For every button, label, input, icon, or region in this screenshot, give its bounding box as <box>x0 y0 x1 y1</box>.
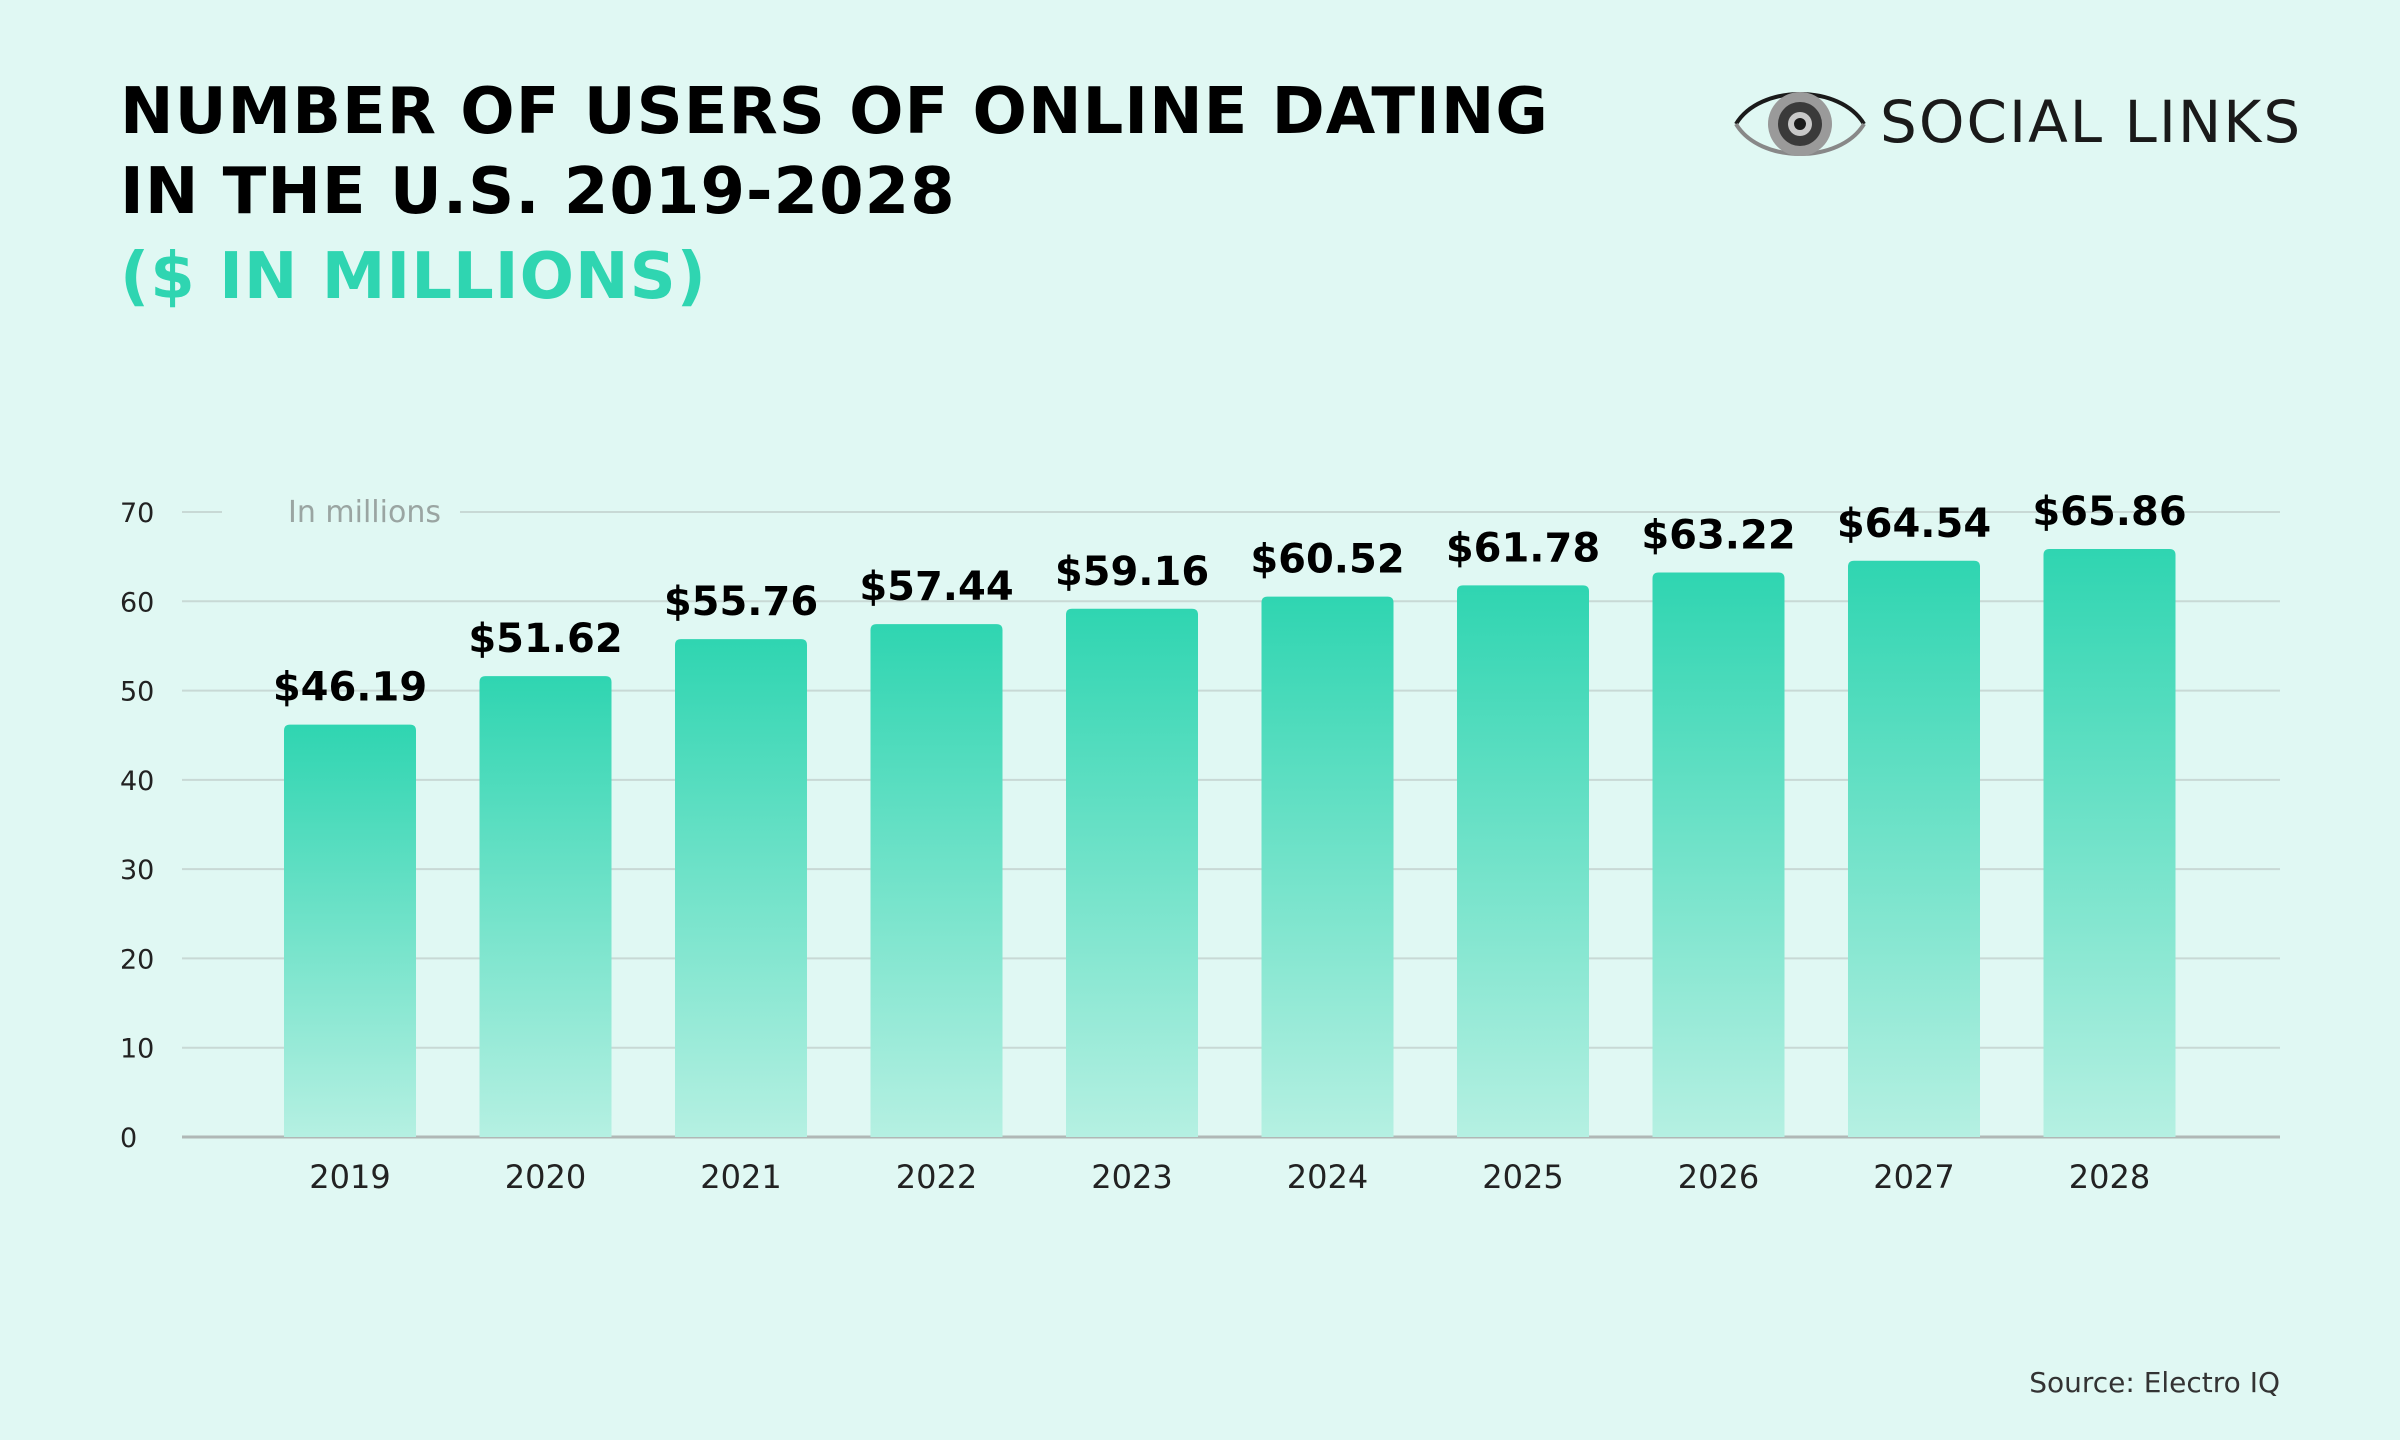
source-note: Source: Electro IQ <box>2029 1366 2280 1399</box>
x-tick-label: 2020 <box>505 1158 586 1196</box>
y-tick-label: 10 <box>120 1034 154 1065</box>
x-tick-label: 2025 <box>1482 1158 1563 1196</box>
x-tick-label: 2021 <box>700 1158 781 1196</box>
data-label: $64.54 <box>1837 501 1991 547</box>
data-label: $51.62 <box>468 616 622 662</box>
brand-name: SOCIAL LINKS <box>1880 88 2303 156</box>
eye-logo-icon <box>1734 92 1866 156</box>
data-label: $61.78 <box>1446 525 1600 571</box>
chart-title: NUMBER OF USERS OF ONLINE DATING IN THE … <box>120 72 1549 322</box>
data-label: $59.16 <box>1055 549 1209 595</box>
bar <box>1848 560 1980 1137</box>
y-tick-label: 20 <box>120 944 154 975</box>
brand-logo: SOCIAL LINKS <box>1730 76 2300 176</box>
bar <box>870 624 1003 1137</box>
y-tick-label: 0 <box>120 1123 137 1154</box>
data-label: $63.22 <box>1641 513 1795 559</box>
bar <box>1457 585 1589 1137</box>
chart-subtitle: ($ IN MILLIONS) <box>120 240 707 314</box>
bar <box>479 676 612 1137</box>
data-label: $65.86 <box>2032 489 2186 535</box>
x-tick-label: 2028 <box>2069 1158 2150 1196</box>
bar <box>1261 596 1394 1137</box>
bar <box>284 724 416 1137</box>
bar <box>675 639 807 1137</box>
data-label: $57.44 <box>859 564 1013 610</box>
title-line-2: IN THE U.S. 2019-2028 <box>120 155 956 229</box>
bar <box>1066 608 1198 1137</box>
data-label: $60.52 <box>1250 537 1404 583</box>
x-tick-label: 2022 <box>896 1158 977 1196</box>
data-label: $46.19 <box>273 665 427 711</box>
y-tick-label: 70 <box>120 498 154 529</box>
y-tick-label: 40 <box>120 766 154 797</box>
title-line-1: NUMBER OF USERS OF ONLINE DATING <box>120 75 1549 149</box>
x-tick-label: 2023 <box>1091 1158 1172 1196</box>
y-tick-label: 50 <box>120 677 154 708</box>
x-tick-label: 2027 <box>1873 1158 1954 1196</box>
unit-label: In millions <box>288 495 441 530</box>
y-tick-label: 60 <box>120 587 154 618</box>
x-tick-label: 2026 <box>1678 1158 1759 1196</box>
x-tick-label: 2019 <box>309 1158 390 1196</box>
x-tick-label: 2024 <box>1287 1158 1368 1196</box>
bar <box>1652 572 1785 1137</box>
y-tick-label: 30 <box>120 855 154 886</box>
bar <box>2043 548 2176 1137</box>
data-label: $55.76 <box>664 579 818 625</box>
